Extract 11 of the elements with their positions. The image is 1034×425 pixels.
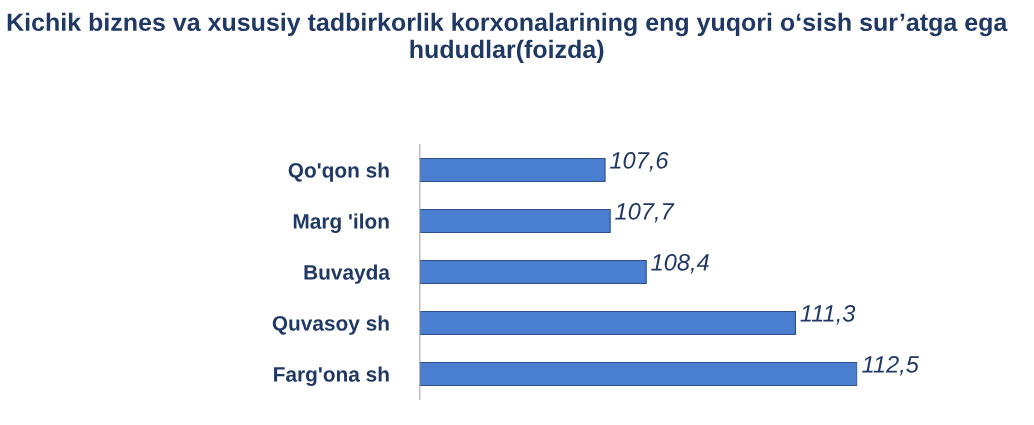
- chart-title: Kichik biznes va xususiy tadbirkorlik korxonalarining eng yuqori o‘sish sur’atga ega hududlar(foizda): [7, 12, 1008, 64]
- data-label: 112,5: [862, 355, 919, 376]
- data-label: 108,4: [651, 253, 709, 274]
- y-tick-label: Farg'ona sh: [274, 366, 389, 386]
- y-tick-label: Marg 'ilon: [293, 213, 389, 233]
- data-label: 107,6: [610, 151, 669, 172]
- y-tick-label: Quvasoy sh: [272, 315, 389, 335]
- data-label: 107,7: [615, 202, 675, 223]
- y-tick-label: Qo'qon sh: [288, 162, 389, 182]
- data-label: 111,3: [800, 304, 856, 325]
- y-tick-label: Buvayda: [304, 264, 391, 284]
